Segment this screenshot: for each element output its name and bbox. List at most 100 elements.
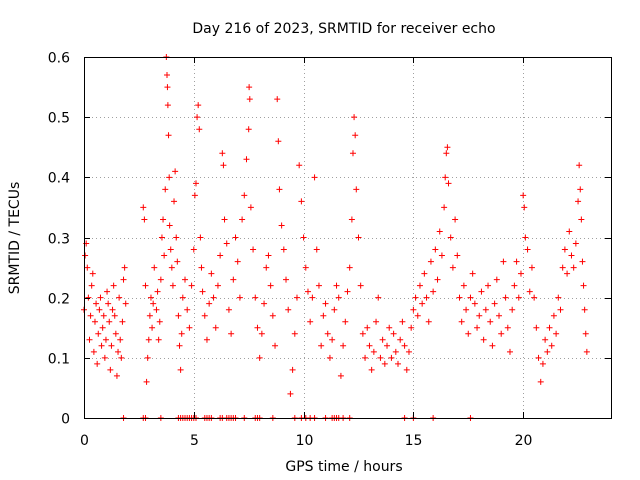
data-point xyxy=(206,300,213,307)
data-point xyxy=(241,192,248,199)
data-point xyxy=(91,318,98,325)
data-point xyxy=(423,294,430,301)
data-point xyxy=(151,264,158,271)
data-point xyxy=(109,306,116,313)
data-point xyxy=(566,228,573,235)
chart-title: Day 216 of 2023, SRMTID for receiver ech… xyxy=(192,21,495,37)
data-point xyxy=(196,126,203,133)
data-point xyxy=(212,324,219,331)
data-point xyxy=(399,318,406,325)
x-tick-label: 10 xyxy=(296,433,314,449)
data-point xyxy=(580,282,587,289)
data-point xyxy=(167,246,174,253)
data-point xyxy=(438,252,445,259)
data-point xyxy=(392,348,399,355)
data-point xyxy=(452,216,459,223)
x-tick-label: 15 xyxy=(405,433,423,449)
data-point xyxy=(106,318,113,325)
data-point xyxy=(335,294,342,301)
data-point xyxy=(254,324,261,331)
data-point xyxy=(287,390,294,397)
data-point xyxy=(480,336,487,343)
data-point xyxy=(355,234,362,241)
data-point xyxy=(524,246,531,253)
data-point xyxy=(168,264,175,271)
data-point xyxy=(359,330,366,337)
data-point xyxy=(203,336,210,343)
data-point xyxy=(401,342,408,349)
data-point xyxy=(90,348,97,355)
data-point xyxy=(232,234,239,241)
data-point xyxy=(267,282,274,289)
data-point xyxy=(581,306,588,313)
data-point xyxy=(578,216,585,223)
data-point xyxy=(476,312,483,319)
data-point xyxy=(111,312,118,319)
data-point xyxy=(230,276,237,283)
data-point xyxy=(107,366,114,373)
data-point xyxy=(256,354,263,361)
data-point xyxy=(84,264,91,271)
axis-ticks xyxy=(84,57,611,419)
data-point xyxy=(364,324,371,331)
data-point xyxy=(351,114,358,121)
data-point xyxy=(118,354,125,361)
data-point xyxy=(119,318,126,325)
data-point xyxy=(177,366,184,373)
data-point xyxy=(469,270,476,277)
data-point xyxy=(120,276,127,283)
data-point xyxy=(333,282,340,289)
data-point xyxy=(460,282,467,289)
tick-labels: 0 0.1 0.2 0.3 0.4 0.5 0.6 0 5 10 15 20 xyxy=(48,51,533,450)
data-point xyxy=(121,264,128,271)
data-point xyxy=(348,216,355,223)
data-point xyxy=(221,216,228,223)
data-point xyxy=(366,342,373,349)
data-point xyxy=(274,96,281,103)
data-point xyxy=(112,330,119,337)
data-point xyxy=(572,240,579,247)
data-point xyxy=(412,294,419,301)
data-point xyxy=(408,324,415,331)
data-point xyxy=(289,366,296,373)
data-point xyxy=(182,276,189,283)
y-tick-label: 0.5 xyxy=(48,111,70,127)
data-point xyxy=(410,306,417,313)
data-point xyxy=(395,360,402,367)
data-point xyxy=(576,162,583,169)
data-point xyxy=(263,264,270,271)
data-point xyxy=(531,294,538,301)
x-tick-label: 0 xyxy=(80,433,89,449)
data-point xyxy=(509,306,516,313)
data-point xyxy=(108,342,115,349)
data-point xyxy=(337,372,344,379)
data-point xyxy=(116,294,123,301)
data-point xyxy=(293,294,300,301)
data-point xyxy=(157,276,164,283)
data-point xyxy=(368,366,375,373)
data-point xyxy=(146,312,153,319)
x-axis-label: GPS time / hours xyxy=(285,459,402,475)
data-point xyxy=(252,294,259,301)
data-point xyxy=(85,294,92,301)
data-point xyxy=(493,276,500,283)
data-point xyxy=(568,252,575,259)
data-point xyxy=(275,138,282,145)
data-point xyxy=(491,300,498,307)
data-point xyxy=(165,132,172,139)
data-point xyxy=(161,252,168,259)
data-point xyxy=(220,162,227,169)
data-point xyxy=(258,330,265,337)
data-point xyxy=(386,324,393,331)
data-point xyxy=(291,330,298,337)
data-point xyxy=(100,312,107,319)
data-point xyxy=(234,258,241,265)
data-point xyxy=(169,282,176,289)
data-point xyxy=(515,294,522,301)
data-point xyxy=(158,234,165,241)
data-point xyxy=(577,186,584,193)
data-point xyxy=(384,342,391,349)
data-point xyxy=(442,174,449,181)
data-point xyxy=(98,342,105,349)
